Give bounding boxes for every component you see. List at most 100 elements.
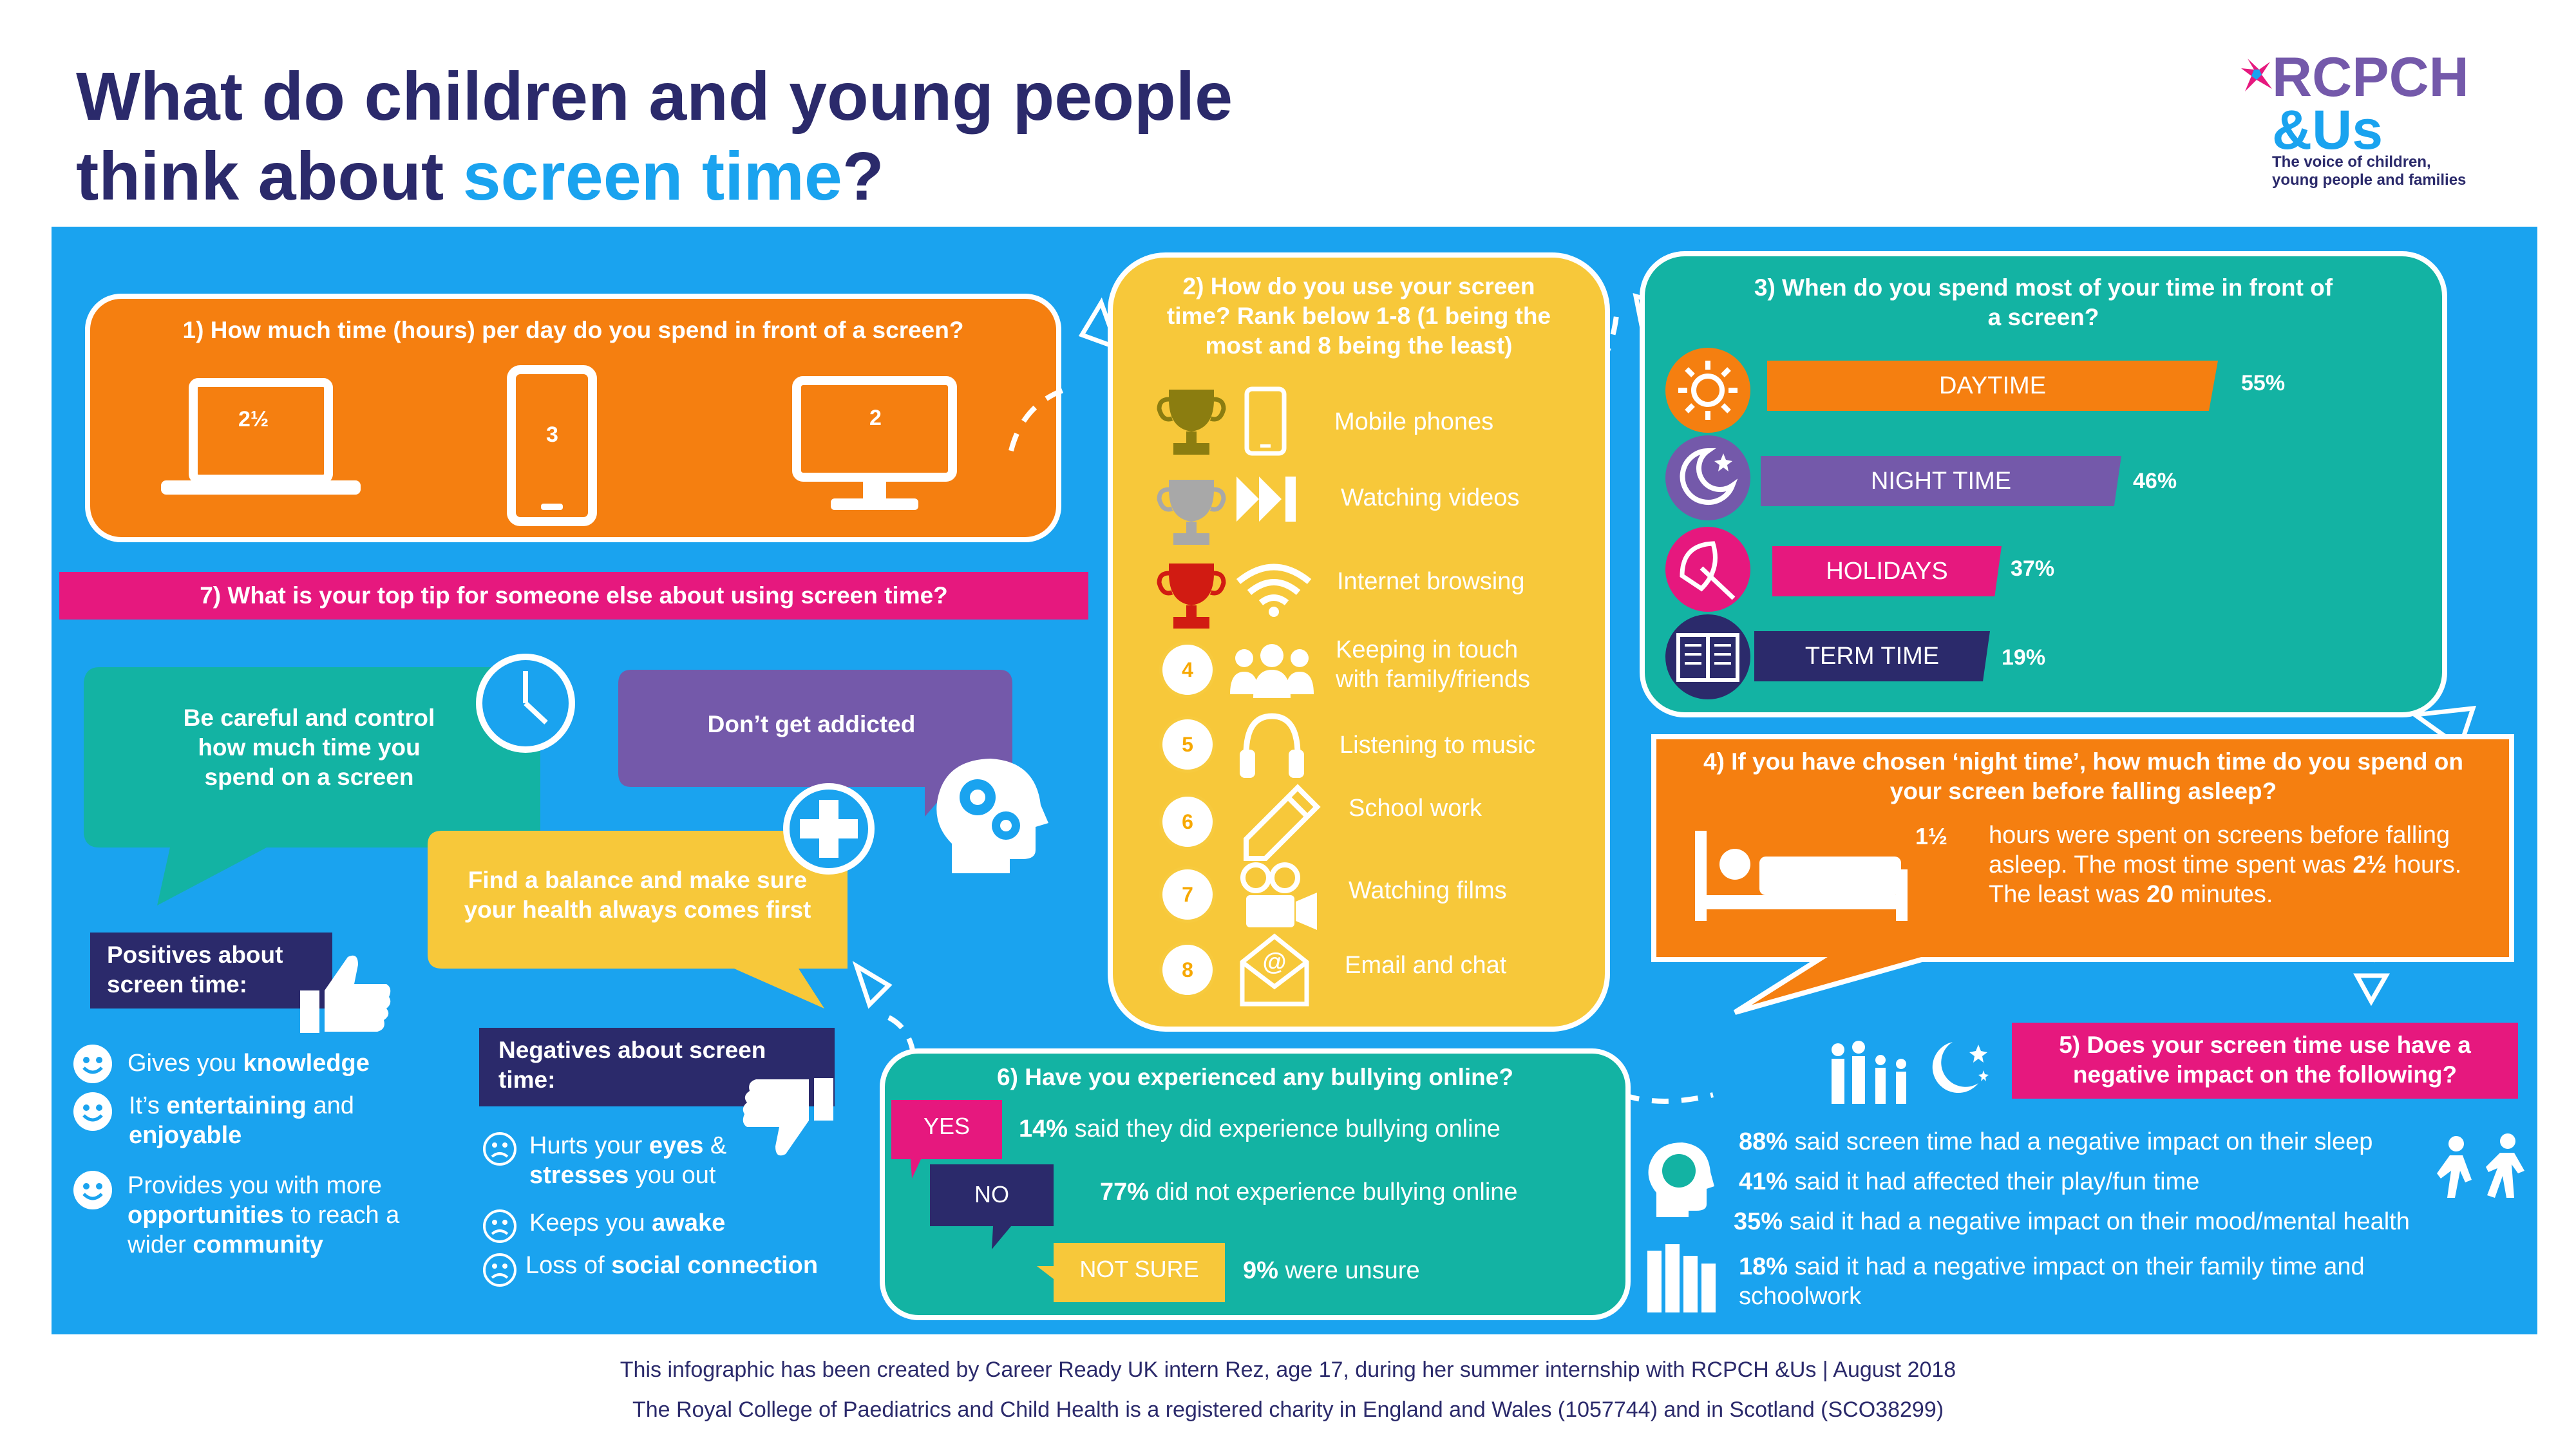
title-line-2: think about screen time?	[76, 138, 884, 214]
moon-icon	[1680, 448, 1738, 505]
q1-question: 1) How much time (hours) per day do you …	[182, 317, 964, 343]
moon-stars-icon	[1932, 1042, 1989, 1094]
monitor-icon	[792, 376, 957, 510]
bar-holidays: HOLIDAYS	[1772, 546, 2002, 596]
no-bubble	[930, 1164, 1054, 1249]
tip2-bubble	[618, 670, 1012, 817]
use-school-work: School work	[1349, 795, 1482, 822]
bar-daytime: DAYTIME	[1767, 361, 2218, 411]
use-keeping-in-touch: Keeping in touch with family/friends	[1336, 636, 1530, 693]
rank-4-badge: 4	[1159, 641, 1216, 698]
q3-question: 3) When do you spend most of your time i…	[1754, 274, 2333, 330]
people-icon	[1230, 644, 1314, 698]
pct-term-time: 19%	[2002, 645, 2046, 670]
health-plus-icon	[783, 783, 875, 875]
negative-eyes-stress: Hurts your eyes & stresses you out	[529, 1132, 727, 1189]
footer-credit: This infographic has been created by Car…	[620, 1358, 1956, 1382]
impact-mood: 35% said it had a negative impact on the…	[1734, 1208, 2410, 1235]
logo-tagline-2: young people and families	[2272, 171, 2467, 189]
pct-holidays: 37%	[2011, 556, 2055, 581]
rcpch-logo: RCPCH &Us The voice of children, young p…	[2241, 45, 2512, 193]
tip1-text: Be careful and control how much time you…	[183, 705, 435, 790]
rank-8-badge: 8	[1159, 942, 1216, 998]
tip2-text: Don’t get addicted	[707, 711, 916, 737]
tip3-text: Find a balance and make sure your health…	[464, 867, 811, 923]
playing-kids-icon	[2437, 1133, 2524, 1198]
impact-sleep: 88% said screen time had a negative impa…	[1739, 1128, 2373, 1155]
not-sure-text: 9% were unsure	[1243, 1257, 1420, 1284]
q6-question: 6) Have you experienced any bullying onl…	[997, 1064, 1513, 1090]
bar-term-time: TERM TIME	[1754, 631, 1990, 681]
fast-forward-icon	[1236, 477, 1296, 522]
logo-star-icon	[2241, 59, 2272, 91]
impact-play: 41% said it had affected their play/fun …	[1739, 1168, 2200, 1195]
smiley-icon	[73, 1045, 112, 1083]
not-sure-tag: NOT SURE	[1079, 1256, 1199, 1282]
q2-question: 2) How do you use your screen time? Rank…	[1166, 273, 1551, 359]
dashed-arrow-q7-q6	[852, 961, 917, 1070]
film-camera-icon	[1240, 862, 1317, 930]
positive-entertaining: It’s entertaining and enjoyable	[129, 1092, 354, 1149]
yes-bubble	[891, 1100, 1002, 1179]
q7-title-box: 7) What is your top tip for someone else…	[59, 572, 1088, 620]
thumbs-up-icon	[300, 955, 391, 1033]
impact-family-school: 18% said it had a negative impact on the…	[1739, 1253, 2365, 1310]
laptop-value: 2½	[238, 407, 269, 431]
rank-7-badge: 7	[1159, 866, 1216, 923]
wifi-icon	[1236, 564, 1312, 617]
positive-opportunities: Provides you with more opportunities to …	[128, 1172, 400, 1258]
smiley-icon	[73, 1171, 112, 1209]
logo-sub: &Us	[2272, 99, 2383, 161]
q4-text: hours were spent on screens before falli…	[1989, 822, 2462, 908]
umbrella-icon	[1680, 541, 1736, 600]
logo-tagline-1: The voice of children,	[2272, 153, 2431, 171]
tip1-bubble	[84, 667, 540, 905]
negative-awake: Keeps you awake	[529, 1209, 726, 1236]
use-listening-to-music: Listening to music	[1340, 732, 1536, 759]
use-mobile-phones: Mobile phones	[1334, 408, 1494, 435]
q1-panel: 1) How much time (hours) per day do you …	[85, 294, 1061, 542]
positive-knowledge: Gives you knowledge	[128, 1050, 370, 1077]
headphones-icon	[1240, 713, 1304, 778]
logo-mark: RCPCH	[2272, 46, 2469, 108]
bed-icon	[1695, 831, 1908, 921]
no-tag: NO	[974, 1181, 1009, 1208]
gold-trophy-icon	[1157, 390, 1226, 455]
silver-trophy-icon	[1157, 480, 1226, 545]
books-icon	[1647, 1244, 1716, 1312]
q4-question: 4) If you have chosen ‘night time’, how …	[1703, 748, 2463, 804]
family-icon	[1832, 1041, 1906, 1104]
footer-charity: The Royal College of Paediatrics and Chi…	[632, 1397, 1944, 1422]
smiley-icon	[73, 1092, 112, 1131]
rank-6-badge: 6	[1159, 793, 1216, 850]
tip3-bubble	[428, 831, 848, 1009]
mobile-phone-icon	[507, 365, 597, 526]
sad-face-icon	[483, 1253, 516, 1287]
yes-tag: YES	[923, 1113, 971, 1139]
sun-icon	[1678, 361, 1738, 420]
pencil-icon	[1244, 784, 1321, 861]
phone-value: 3	[546, 422, 558, 447]
umbrella-icon-circle	[1665, 527, 1750, 612]
pct-daytime: 55%	[2241, 371, 2286, 395]
q4-value: 1½	[1915, 823, 1948, 849]
monitor-value: 2	[869, 406, 882, 430]
brain-head-icon	[1648, 1142, 1714, 1217]
use-watching-films: Watching films	[1349, 877, 1507, 904]
use-email-and-chat: Email and chat	[1345, 952, 1507, 979]
not-sure-bubble	[1037, 1243, 1225, 1302]
page-title: What do children and young people think …	[76, 57, 1233, 216]
pct-night-time: 46%	[2133, 469, 2177, 493]
sad-face-icon	[483, 1209, 516, 1243]
head-gears-icon	[936, 759, 1048, 873]
yes-text: 14% said they did experience bullying on…	[1019, 1115, 1501, 1142]
clock-icon	[476, 654, 575, 753]
title-line-1: What do children and young people	[76, 59, 1233, 135]
thumbs-down-icon	[743, 1078, 833, 1156]
no-text: 77% did not experience bullying online	[1100, 1179, 1518, 1206]
bronze-trophy-icon	[1157, 564, 1226, 629]
laptop-icon	[161, 378, 361, 495]
sad-face-icon	[483, 1132, 516, 1166]
use-watching-videos: Watching videos	[1341, 484, 1520, 511]
q5-title-box: 5) Does your screen time use have a nega…	[2012, 1023, 2518, 1099]
